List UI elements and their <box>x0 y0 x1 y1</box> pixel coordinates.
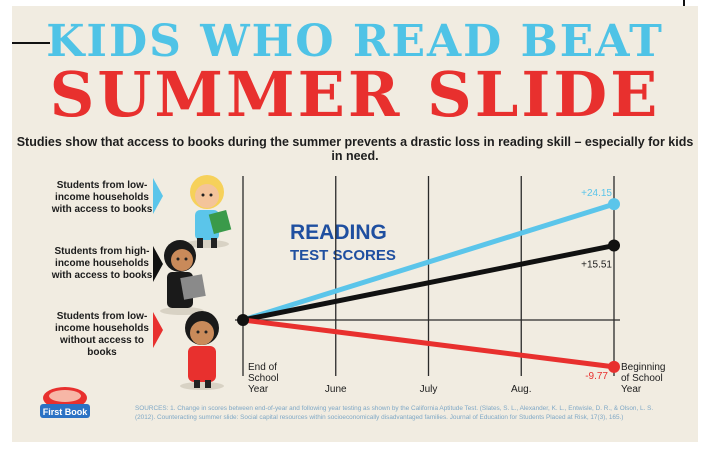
title-line-1: KIDS WHO READ BEAT <box>46 16 664 67</box>
x-tick-label-1-0: June <box>325 384 347 395</box>
x-tick-label-2-0: July <box>420 384 438 395</box>
x-tick-label-0-2: Year <box>248 384 269 395</box>
top-margin <box>0 0 709 6</box>
group-pointer-red <box>153 312 163 348</box>
x-tick-label-4-1: of School <box>621 373 663 384</box>
first-book-logo: First Book <box>36 384 94 428</box>
x-tick-label-0-1: School <box>248 373 279 384</box>
x-tick-label-0-0: End of <box>248 362 277 373</box>
logo-text: First Book <box>43 407 88 417</box>
sad-girl-illustration-icon <box>180 311 224 390</box>
reading-boy-illustration-icon <box>160 240 206 315</box>
infographic: KIDS WHO READ BEAT SUMMER SLIDE Studies … <box>12 6 698 442</box>
x-tick-label-4-2: Year <box>621 384 642 395</box>
group-label-low-income-without-books: Students from low-income households with… <box>55 311 149 358</box>
group-label-high-income-with-books: Students from high-income households wit… <box>51 246 153 281</box>
reading-girl-illustration-icon <box>185 175 232 248</box>
x-tick-label-3-0: Aug. <box>511 384 532 395</box>
chart-title-line-1: READING <box>290 221 387 244</box>
series-end-point-0 <box>608 198 620 211</box>
series-value-label-2: -9.77 <box>585 371 608 382</box>
group-pointer-blue <box>153 178 163 214</box>
series-line-1 <box>240 243 617 323</box>
subtitle: Studies show that access to books during… <box>16 135 694 163</box>
series-value-label-0: +24.15 <box>581 188 612 199</box>
logo-banner <box>40 404 90 418</box>
series-end-point-2 <box>608 360 620 373</box>
title-line-2: SUMMER SLIDE <box>49 58 661 131</box>
x-tick-label-4-0: Beginning <box>621 362 665 373</box>
series-line-2 <box>240 317 617 370</box>
series-line-0 <box>240 201 617 323</box>
frame-corner-mark <box>683 0 685 8</box>
chart-title-line-2: TEST SCORES <box>290 247 396 264</box>
group-label-low-income-with-books: Students from low-income households with… <box>51 180 153 215</box>
series-value-label-1: +15.51 <box>581 260 612 271</box>
group-pointer-black <box>153 246 163 282</box>
origin-point <box>237 314 249 326</box>
series-end-point-1 <box>608 239 620 252</box>
frame-corner-mark-left <box>12 42 50 44</box>
sources-footnote: SOURCES: 1. Change in scores between end… <box>135 405 654 421</box>
